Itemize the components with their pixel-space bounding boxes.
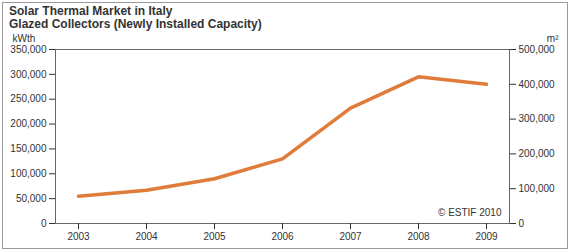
- svg-text:400,000: 400,000: [519, 79, 556, 90]
- svg-text:500,000: 500,000: [519, 44, 556, 55]
- svg-text:50,000: 50,000: [16, 193, 47, 204]
- svg-text:250,000: 250,000: [10, 93, 47, 104]
- svg-text:2006: 2006: [271, 231, 294, 242]
- svg-text:200,000: 200,000: [519, 148, 556, 159]
- svg-text:200,000: 200,000: [10, 118, 47, 129]
- html-text:Glazed Collectors (Newly Insta: Glazed Collectors (Newly Installed Capac…: [9, 17, 262, 31]
- svg-text:2003: 2003: [67, 231, 90, 242]
- svg-text:100,000: 100,000: [10, 168, 47, 179]
- svg-text:kWth: kWth: [13, 33, 36, 44]
- svg-text:2007: 2007: [339, 231, 362, 242]
- svg-text:m²: m²: [547, 33, 559, 44]
- html-text:Solar Thermal Market in Italy: Solar Thermal Market in Italy: [9, 4, 173, 18]
- svg-text:300,000: 300,000: [10, 69, 47, 80]
- svg-text:350,000: 350,000: [10, 44, 47, 55]
- svg-text:300,000: 300,000: [519, 113, 556, 124]
- svg-text:2008: 2008: [407, 231, 430, 242]
- svg-text:0: 0: [41, 218, 47, 229]
- svg-text:2005: 2005: [203, 231, 226, 242]
- svg-text:150,000: 150,000: [10, 143, 47, 154]
- svg-text:0: 0: [519, 218, 525, 229]
- svg-text:2009: 2009: [475, 231, 498, 242]
- svg-text:© ESTIF 2010: © ESTIF 2010: [438, 207, 502, 218]
- svg-text:100,000: 100,000: [519, 183, 556, 194]
- svg-text:2004: 2004: [135, 231, 158, 242]
